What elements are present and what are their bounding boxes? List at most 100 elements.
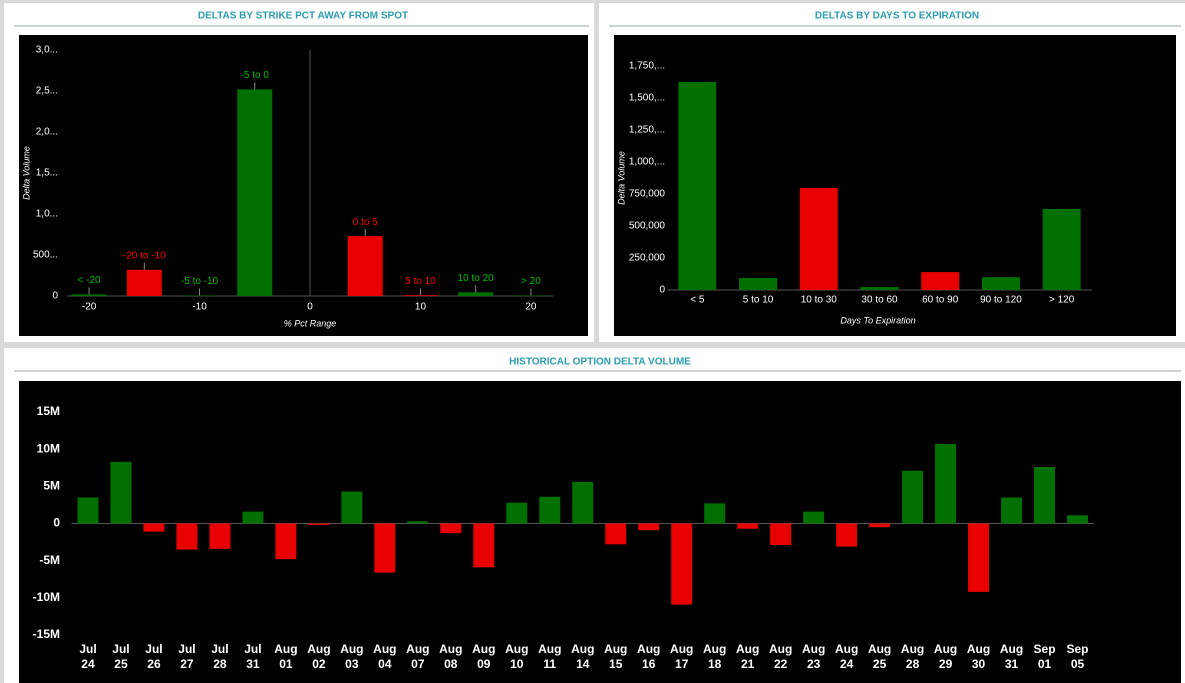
bar bbox=[1067, 515, 1089, 524]
x-tick-label: Aug 07 bbox=[406, 642, 429, 671]
y-tick-label: 2,0... bbox=[36, 127, 58, 138]
x-tick-label: -10 bbox=[192, 302, 207, 313]
y-tick-label: 750,000 bbox=[629, 189, 666, 200]
bar bbox=[737, 523, 759, 529]
x-tick-label: Jul 24 bbox=[79, 642, 96, 671]
x-tick-label: Sep 05 bbox=[1067, 642, 1089, 671]
x-tick-label: -20 bbox=[82, 302, 97, 313]
x-tick-label: 30 to 60 bbox=[861, 295, 898, 306]
bar bbox=[836, 523, 858, 547]
x-tick-label: Jul 26 bbox=[145, 642, 162, 671]
x-tick-label: Aug 14 bbox=[571, 642, 594, 671]
bar bbox=[402, 295, 438, 296]
bar bbox=[176, 523, 198, 550]
y-tick-label: 2,5... bbox=[36, 86, 58, 97]
bar bbox=[513, 295, 549, 297]
bar bbox=[902, 470, 924, 524]
x-tick-label: 90 to 120 bbox=[980, 295, 1022, 306]
y-tick-label: 0 bbox=[52, 291, 58, 302]
bar bbox=[739, 277, 778, 290]
y-tick-label: 10M bbox=[37, 441, 60, 455]
bar bbox=[704, 503, 726, 524]
bar-label: -5 to 0 bbox=[241, 70, 270, 81]
bar bbox=[458, 292, 494, 296]
bar bbox=[110, 461, 132, 524]
y-tick-label: 5M bbox=[43, 479, 60, 493]
x-tick-label: Aug 17 bbox=[670, 642, 693, 671]
bar bbox=[671, 523, 693, 605]
x-tick-label: Jul 25 bbox=[112, 642, 129, 671]
y-tick-label: -10M bbox=[33, 590, 60, 604]
x-tick-label: 0 bbox=[307, 302, 313, 313]
x-tick-label: < 5 bbox=[690, 295, 705, 306]
y-axis-title: Delta Volume bbox=[616, 151, 626, 205]
bar bbox=[407, 521, 429, 524]
x-tick-label: Jul 31 bbox=[244, 642, 261, 671]
y-tick-label: 1,250,... bbox=[629, 125, 665, 136]
bar bbox=[275, 523, 297, 560]
bar-label: 0 to 5 bbox=[353, 217, 378, 228]
x-tick-label: Aug 28 bbox=[901, 642, 924, 671]
x-tick-label: 10 to 30 bbox=[801, 295, 838, 306]
y-axis-title: Delta Volume bbox=[21, 146, 31, 200]
bar bbox=[347, 236, 383, 296]
bar bbox=[678, 82, 717, 290]
bar bbox=[440, 523, 462, 534]
bar bbox=[860, 287, 899, 290]
x-tick-label: Aug 09 bbox=[472, 642, 495, 671]
bar bbox=[473, 523, 495, 568]
bar bbox=[638, 523, 660, 531]
bar bbox=[1001, 497, 1023, 524]
x-tick-label: Sep 01 bbox=[1034, 642, 1056, 671]
bar bbox=[572, 481, 594, 524]
x-tick-label: Aug 01 bbox=[274, 642, 297, 671]
x-tick-label: 20 bbox=[525, 302, 537, 313]
panel-title: DELTAS BY DAYS TO EXPIRATION bbox=[815, 11, 979, 22]
bar-label: < -20 bbox=[78, 275, 102, 286]
x-tick-label: Jul 28 bbox=[211, 642, 228, 671]
x-tick-label: Aug 08 bbox=[439, 642, 462, 671]
bar bbox=[605, 523, 627, 545]
y-tick-label: -5M bbox=[39, 553, 60, 567]
bar bbox=[799, 187, 838, 290]
x-tick-label: Aug 31 bbox=[1000, 642, 1023, 671]
x-tick-label: Aug 22 bbox=[769, 642, 792, 671]
bar bbox=[770, 523, 792, 546]
bar bbox=[242, 511, 264, 524]
y-tick-label: 0 bbox=[53, 516, 60, 530]
bar bbox=[506, 502, 528, 524]
bar bbox=[77, 497, 99, 524]
y-tick-label: -15M bbox=[33, 627, 60, 641]
bar bbox=[1034, 467, 1056, 524]
bar-label: -5 to -10 bbox=[181, 276, 219, 287]
bar bbox=[803, 511, 825, 524]
bar bbox=[1042, 208, 1081, 290]
y-tick-label: 1,500,... bbox=[629, 93, 665, 104]
bar bbox=[237, 89, 273, 296]
y-tick-label: 1,000,... bbox=[629, 157, 665, 168]
x-tick-label: > 120 bbox=[1049, 295, 1075, 306]
bar bbox=[374, 523, 396, 573]
bar bbox=[71, 294, 107, 296]
bar bbox=[308, 523, 330, 525]
x-tick-label: 60 to 90 bbox=[922, 295, 959, 306]
x-tick-label: Aug 30 bbox=[967, 642, 990, 671]
bar bbox=[143, 523, 165, 532]
y-tick-label: 1,5... bbox=[36, 168, 58, 179]
bar bbox=[869, 523, 891, 528]
x-tick-label: Aug 23 bbox=[802, 642, 825, 671]
bar bbox=[209, 523, 231, 549]
x-tick-label: Aug 02 bbox=[307, 642, 330, 671]
x-tick-label: Aug 16 bbox=[637, 642, 660, 671]
y-tick-label: 0 bbox=[659, 285, 665, 296]
y-tick-label: 3,0... bbox=[36, 45, 58, 56]
y-tick-label: 250,000 bbox=[629, 253, 666, 264]
bar-label: 5 to 10 bbox=[405, 276, 436, 287]
x-tick-label: Aug 18 bbox=[703, 642, 726, 671]
plot-area bbox=[19, 35, 588, 336]
y-tick-label: 15M bbox=[37, 404, 60, 418]
x-tick-label: Aug 15 bbox=[604, 642, 627, 671]
bar bbox=[981, 277, 1020, 290]
bar-label: -20 to -10 bbox=[123, 250, 166, 261]
